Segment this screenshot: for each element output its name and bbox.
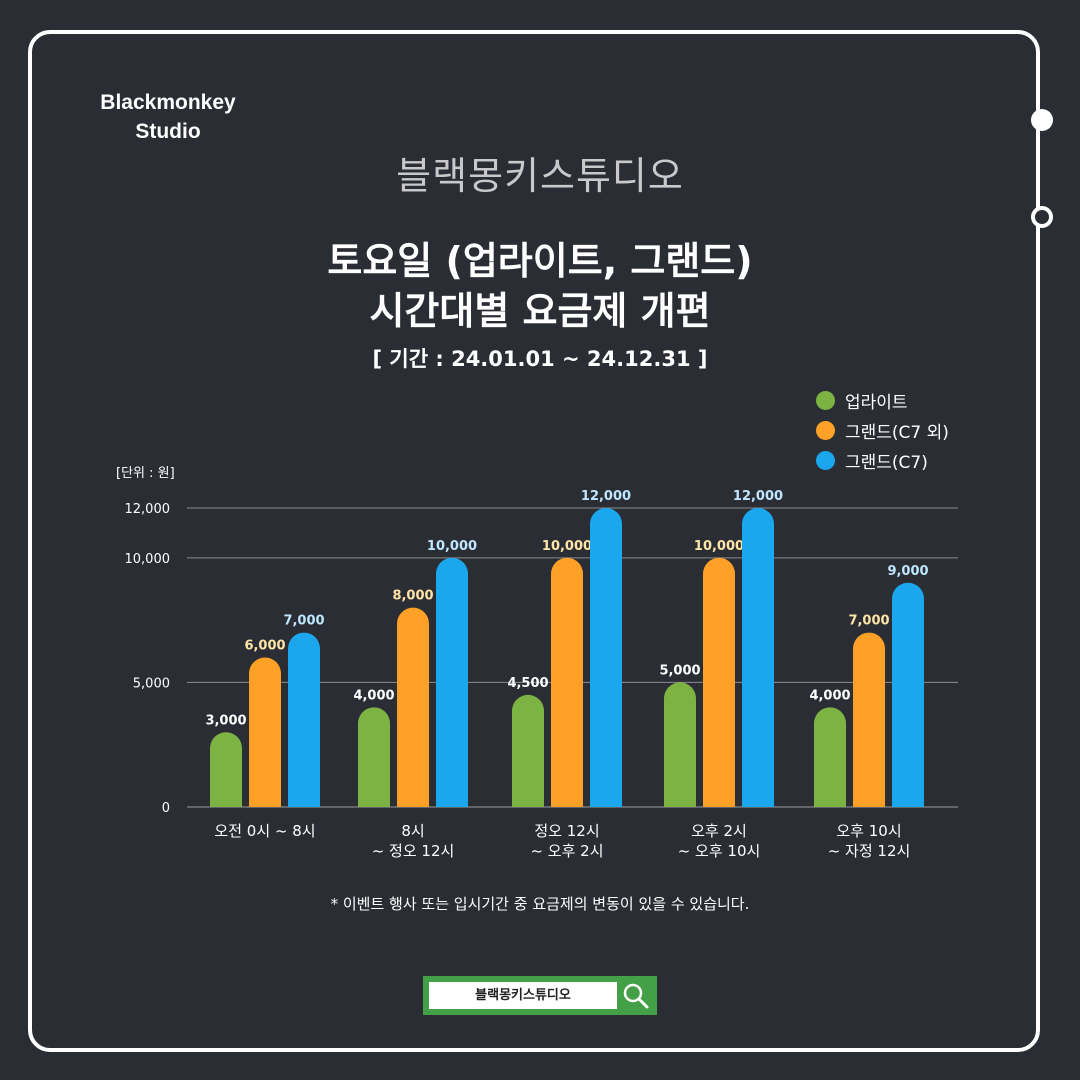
search-icon[interactable] (621, 981, 651, 1011)
y-tick-label: 0 (162, 801, 170, 816)
data-label: 10,000 (542, 539, 592, 554)
data-label: 10,000 (694, 539, 744, 554)
card-frame (28, 30, 1040, 1052)
frame-dot-filled (1031, 109, 1053, 131)
legend-label-grand-other: 그랜드(C7 외) (845, 422, 949, 443)
bar (288, 632, 320, 807)
bar (892, 582, 924, 807)
legend-label-upright: 업라이트 (845, 392, 908, 413)
x-tick-label: ~ 오후 2시 (530, 842, 603, 860)
data-label: 12,000 (581, 489, 631, 504)
data-label: 9,000 (887, 564, 928, 579)
bar (664, 682, 696, 807)
bar (436, 557, 468, 807)
brand-name: 블랙몽키스튜디오 (396, 154, 684, 198)
data-label: 7,000 (848, 614, 889, 629)
data-label: 4,000 (353, 688, 394, 703)
logo-line-2: Studio (135, 120, 201, 143)
logo-line-1: Blackmonkey (100, 91, 236, 114)
footnote: * 이벤트 행사 또는 입시기간 중 요금제의 변동이 있을 수 있습니다. (330, 895, 750, 913)
bar (590, 508, 622, 807)
legend-swatch-grand-other (816, 420, 835, 440)
bar (742, 508, 774, 807)
search-input[interactable]: 블랙몽키스튜디오 (429, 982, 617, 1009)
data-label: 4,000 (809, 688, 850, 703)
period-label: [ 기간 : 24.01.01 ~ 24.12.31 ] (372, 347, 708, 371)
data-label: 6,000 (244, 639, 285, 654)
frame-dot-hollow (1031, 206, 1053, 228)
x-tick-label: ~ 오후 10시 (678, 842, 761, 860)
data-label: 10,000 (427, 539, 477, 554)
title-line-2: 시간대별 요금제 개편 (369, 289, 711, 333)
x-tick-label: 오후 10시 (836, 822, 901, 840)
chart-legend: 업라이트 그랜드(C7 외) 그랜드(C7) (816, 385, 949, 475)
bar (358, 707, 390, 807)
y-tick-label: 5,000 (133, 676, 170, 691)
bar (512, 694, 544, 807)
data-label: 12,000 (733, 489, 783, 504)
x-tick-label: 오후 2시 (691, 822, 747, 840)
bar (551, 557, 583, 807)
bar (249, 657, 281, 807)
x-tick-label: 8시 (401, 822, 424, 840)
page-title: 토요일 (업라이트, 그랜드) 시간대별 요금제 개편 (0, 236, 1080, 336)
data-label: 5,000 (659, 663, 700, 678)
x-tick-label: 정오 12시 (534, 822, 599, 840)
title-line-1: 토요일 (업라이트, 그랜드) (327, 239, 753, 283)
legend-label-grand-c7: 그랜드(C7) (845, 452, 928, 473)
studio-logo: Blackmonkey Studio (88, 88, 248, 146)
data-label: 4,500 (507, 676, 548, 691)
legend-swatch-upright (816, 390, 835, 410)
y-tick-label: 12,000 (125, 502, 171, 517)
legend-item-grand-other: 그랜드(C7 외) (816, 415, 949, 445)
legend-swatch-grand-c7 (816, 450, 835, 470)
bar (853, 632, 885, 807)
bar (703, 557, 735, 807)
bar (814, 707, 846, 807)
data-label: 3,000 (205, 713, 246, 728)
bar (397, 607, 429, 807)
x-tick-label: 오전 0시 ~ 8시 (214, 822, 315, 840)
x-tick-label: ~ 자정 12시 (828, 842, 911, 860)
x-tick-label: ~ 정오 12시 (372, 842, 455, 860)
data-label: 8,000 (392, 589, 433, 604)
search-box[interactable]: 블랙몽키스튜디오 (423, 976, 657, 1015)
unit-label: [단위 : 원] (116, 466, 175, 481)
data-label: 7,000 (283, 614, 324, 629)
bar (210, 732, 242, 807)
y-tick-label: 10,000 (125, 552, 171, 567)
legend-item-upright: 업라이트 (816, 385, 949, 415)
legend-item-grand-c7: 그랜드(C7) (816, 445, 949, 475)
